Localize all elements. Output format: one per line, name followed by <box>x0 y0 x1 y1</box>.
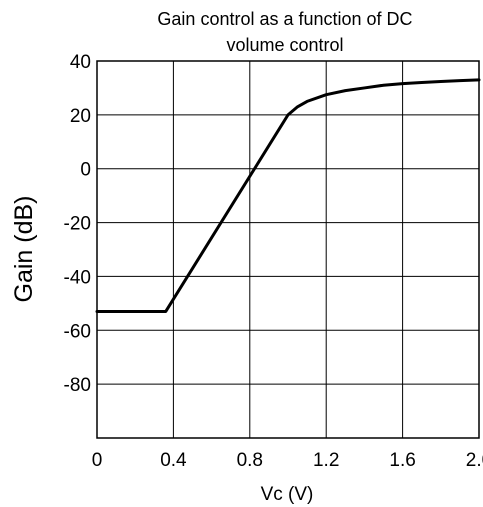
x-tick-label: 0.4 <box>160 450 187 471</box>
plot-frame <box>96 60 480 439</box>
y-axis-label: Gain (dB) <box>10 196 38 303</box>
x-tick-label: 2.0 <box>466 450 483 471</box>
x-tick-label: 0.8 <box>237 450 263 471</box>
x-tick-label: 1.2 <box>313 450 339 471</box>
y-tick-label: 20 <box>70 106 91 127</box>
tick-labels: 0 0.4 0.8 1.2 1.6 2.0 40 20 0 -20 -40 -60 -80 <box>64 52 483 471</box>
chart-title-line-2: volume control <box>226 35 343 55</box>
y-tick-label: 0 <box>80 160 91 181</box>
x-axis-label: Vc (V) <box>261 484 314 505</box>
y-tick-label: -60 <box>64 321 91 342</box>
y-tick-label: 40 <box>70 52 91 73</box>
x-tick-label: 1.6 <box>389 450 415 471</box>
y-tick-label: -20 <box>64 214 91 235</box>
series-line <box>95 78 481 313</box>
series-layer <box>95 78 481 313</box>
x-tick-label: 0 <box>92 450 103 471</box>
chart-title-line-1: Gain control as a function of DC <box>157 9 412 29</box>
y-tick-label: -40 <box>64 267 91 288</box>
y-tick-label: -80 <box>64 375 91 396</box>
